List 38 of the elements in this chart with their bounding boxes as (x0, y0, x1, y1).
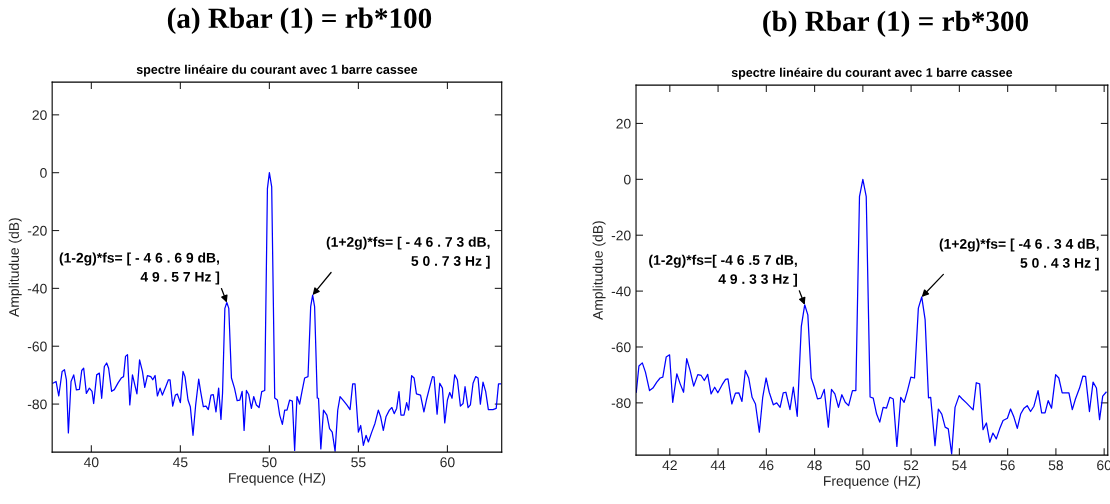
y-tick-label: 0 (40, 168, 47, 178)
y-tick-label: -60 (611, 342, 631, 353)
y-axis-title: Amplitudue (dB) (592, 221, 606, 320)
x-tick-label: 50 (262, 457, 277, 468)
x-tick-label: 44 (710, 460, 726, 471)
x-axis-title: Frequence (HZ) (824, 475, 921, 489)
x-tick-label: 55 (351, 457, 366, 468)
annotation: (1-2g)*fs= [ - 4 6 . 6 9 dB, 4 9 . 5 7 Hz ] (59, 252, 220, 285)
chart-subtitle: spectre linéaire du courant avec 1 barre cassee (136, 64, 418, 77)
y-tick-label: 20 (32, 110, 47, 121)
x-tick-label: 50 (855, 460, 871, 471)
annotation: (1-2g)*fs=[ -4 6 .5 7 dB, 4 9 . 3 3 Hz ] (649, 254, 797, 287)
y-tick-label: 0 (623, 174, 631, 185)
y-tick-label: -80 (27, 399, 47, 410)
x-tick-label: 58 (1048, 460, 1064, 471)
x-tick-label: 56 (1000, 460, 1015, 471)
y-tick-label: -40 (611, 286, 631, 297)
annotation: (1+2g)*fs= [ - 4 6 . 7 3 dB, 5 0 . 7 3 Hz ] (326, 236, 490, 269)
x-tick-label: 42 (662, 460, 677, 471)
x-tick-label: 48 (807, 460, 822, 471)
y-tick-label: 20 (616, 118, 631, 129)
chart-title: (a) Rbar (1) = rb*100 (167, 7, 432, 35)
x-axis-title: Frequence (HZ) (229, 472, 326, 486)
chart-subtitle: spectre linéaire du courant avec 1 barre cassee (731, 67, 1013, 80)
x-tick-label: 46 (758, 460, 774, 471)
y-tick-label: -60 (27, 341, 47, 352)
x-tick-label: 54 (952, 460, 967, 471)
x-tick-label: 60 (440, 457, 455, 468)
y-tick-label: -80 (611, 398, 631, 409)
annotation: (1+2g)*fs= [ -4 6 . 3 4 dB, 5 0 . 4 3 Hz ] (939, 238, 1099, 271)
y-tick-label: -20 (611, 230, 631, 241)
y-tick-label: -40 (27, 283, 47, 294)
chart-title: (b) Rbar (1) = rb*300 (763, 10, 1029, 38)
x-tick-label: 52 (903, 460, 919, 471)
y-tick-label: -20 (27, 225, 47, 236)
x-tick-label: 40 (83, 457, 99, 468)
y-axis-title: Amplitudue (dB) (8, 218, 22, 317)
x-tick-label: 45 (172, 457, 188, 468)
